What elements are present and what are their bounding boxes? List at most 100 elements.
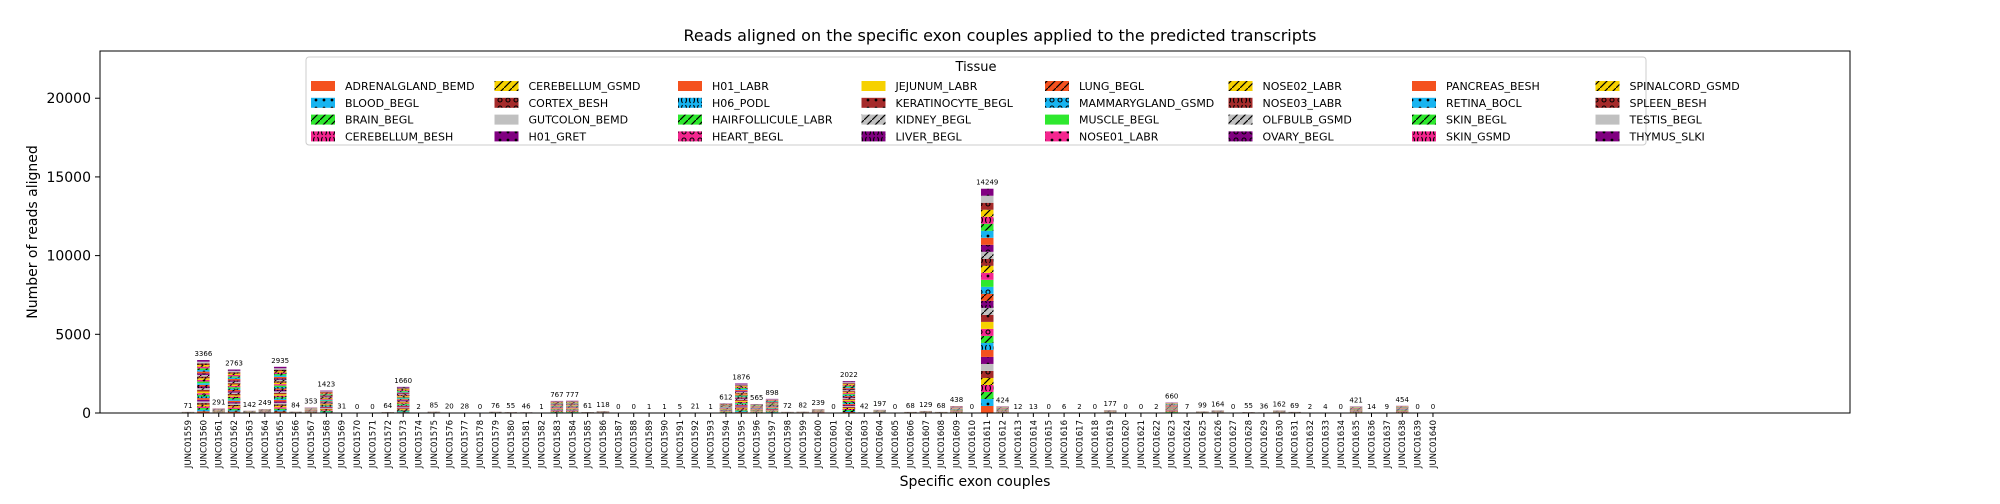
data-label: 14 [1367, 403, 1376, 411]
bar-segment [397, 392, 410, 393]
bar-segment [397, 411, 410, 412]
bar-segment [274, 391, 287, 392]
data-label: 5 [678, 403, 682, 411]
bar-segment [274, 377, 287, 378]
y-tick-label: 5000 [55, 327, 91, 343]
x-tick-label: JUNC01576 [445, 420, 455, 469]
data-label: 0 [970, 403, 974, 411]
data-label: 239 [811, 399, 824, 407]
data-label: 353 [304, 397, 317, 405]
data-label: 99 [1198, 401, 1207, 409]
bar-segment [274, 410, 287, 411]
data-label: 55 [506, 402, 515, 410]
bar-JUNC01569: 31 [335, 403, 348, 413]
bar-segment [320, 398, 333, 399]
legend-swatch [495, 115, 519, 125]
bar-segment [981, 350, 994, 357]
data-label: 1 [662, 403, 666, 411]
data-label: 162 [1273, 400, 1286, 408]
x-tick-label: JUNC01571 [368, 420, 378, 469]
bar-segment [320, 397, 333, 398]
bar-segment [197, 395, 210, 397]
bar-segment [228, 382, 241, 383]
legend-label: H01_LABR [712, 80, 769, 93]
bar-JUNC01631: 69 [1288, 402, 1301, 413]
bar-segment [981, 322, 994, 329]
bar-JUNC01564: 249 [258, 399, 271, 413]
bar-segment [397, 398, 410, 399]
legend-swatch [1229, 115, 1253, 125]
bar-segment [197, 390, 210, 392]
x-tick-label: JUNC01613 [1014, 420, 1024, 469]
bar-segment [843, 403, 856, 404]
bar-segment [228, 398, 241, 399]
bar-segment [981, 280, 994, 287]
bar-segment [320, 408, 333, 409]
legend-label: ADRENALGLAND_BEMD [345, 80, 475, 93]
data-label: 118 [596, 401, 609, 409]
bar-JUNC01625: 99 [1196, 401, 1209, 413]
legend-label: HEART_BEGL [712, 130, 784, 143]
bar-segment [735, 399, 748, 400]
bar-segment [197, 406, 210, 408]
bar-segment [320, 393, 333, 394]
bar-segment [274, 397, 287, 398]
bar-JUNC01566: 84 [289, 402, 302, 413]
legend-swatch [862, 131, 886, 141]
x-tick-label: JUNC01559 [184, 420, 194, 469]
bar-segment [274, 386, 287, 387]
bar-segment [843, 389, 856, 390]
bar-segment [320, 407, 333, 408]
legend-label: NOSE02_LABR [1263, 80, 1343, 93]
bar-JUNC01613: 12 [1012, 403, 1025, 413]
data-label: 4 [1323, 403, 1328, 411]
data-label: 0 [1123, 403, 1127, 411]
bar-JUNC01583: 767 [550, 391, 563, 413]
x-tick-label: JUNC01609 [953, 420, 963, 469]
bar-segment [981, 329, 994, 336]
bar-segment [320, 407, 333, 408]
bar-segment [228, 405, 241, 406]
bar-segment [228, 384, 241, 385]
legend-swatch [311, 131, 335, 141]
bar-JUNC01573: 1660 [394, 377, 412, 413]
bar-segment [843, 410, 856, 411]
bar-segment [228, 403, 241, 404]
bar-segment [274, 400, 287, 401]
data-label: 0 [478, 403, 482, 411]
data-label: 164 [1211, 400, 1225, 408]
legend-swatch [1412, 81, 1436, 91]
x-tick-label: JUNC01638 [1398, 420, 1408, 469]
data-label: 42 [860, 402, 869, 410]
bar-segment [320, 395, 333, 396]
legend-swatch [862, 115, 886, 125]
legend-label: CORTEX_BESH [529, 97, 609, 110]
bar-segment [197, 385, 210, 387]
bar-segment [843, 399, 856, 400]
bar-segment [197, 368, 210, 370]
bar-segment [228, 379, 241, 380]
data-label: 249 [258, 399, 271, 407]
y-tick-label: 0 [82, 406, 91, 422]
bar-segment [843, 392, 856, 393]
bar-segment [274, 368, 287, 369]
bar-segment [981, 364, 994, 371]
legend-label: RETINA_BOCL [1446, 97, 1523, 110]
bar-segment [320, 410, 333, 411]
data-label: 71 [184, 402, 193, 410]
bar-segment [320, 403, 333, 404]
bar-segment [320, 392, 333, 393]
bar-segment [981, 287, 994, 294]
bar-segment [397, 394, 410, 395]
x-tick-label: JUNC01594 [722, 420, 732, 469]
data-label: 0 [631, 403, 635, 411]
data-label: 0 [1093, 403, 1097, 411]
bar-segment [228, 394, 241, 395]
legend-label: CEREBELLUM_GSMD [529, 80, 641, 93]
bar-segment [274, 396, 287, 397]
bar-JUNC01628: 55 [1242, 402, 1255, 413]
bar-segment [981, 238, 994, 245]
legend-label: THYMUS_SLKI [1629, 130, 1705, 143]
x-tick-label: JUNC01574 [415, 420, 425, 469]
bar-segment [197, 363, 210, 365]
